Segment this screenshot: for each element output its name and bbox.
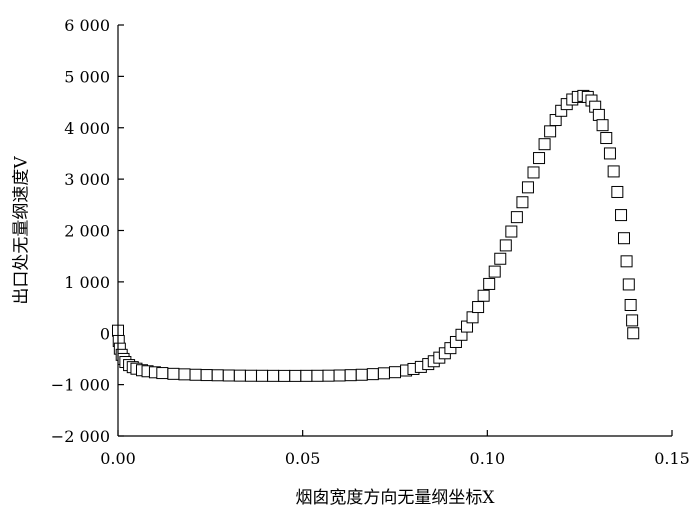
x-tick-label: 0.05 [285,449,321,468]
data-point [333,369,346,382]
data-point [278,369,291,382]
data-point [344,369,357,382]
data-point [607,165,620,178]
data-point [477,289,490,302]
data-point [300,369,313,382]
y-tick-label: 3 000 [64,170,110,189]
data-point [377,367,390,380]
y-tick-label: 5 000 [64,67,110,86]
y-tick-label: 0 [100,324,110,343]
markers-layer [112,89,640,382]
data-point [389,366,401,379]
data-point [521,181,534,194]
data-point [156,367,169,380]
data-point [527,166,540,179]
data-point [611,185,624,198]
x-axis-title: 烟囱宽度方向无量纲坐标X [295,488,495,508]
data-point [510,211,523,224]
data-point [494,252,507,265]
data-point [626,314,639,327]
data-point [624,298,637,311]
y-tick-label: −2 000 [51,427,110,446]
data-point [600,132,613,145]
y-tick-label: 2 000 [64,222,110,241]
data-point [620,255,633,268]
data-point [466,311,479,324]
data-point [289,369,302,382]
y-tick-label: 4 000 [64,119,110,138]
y-tick-label: 6 000 [64,16,110,35]
y-tick-label: −1 000 [51,376,110,395]
data-point [267,369,280,382]
data-point [355,368,368,381]
data-point [222,369,235,382]
data-point [483,277,496,290]
data-point [499,239,512,252]
data-point [617,232,630,245]
data-point [244,369,257,382]
data-point [233,369,246,382]
data-point [200,369,213,382]
data-point [622,278,635,291]
x-tick-label: 0.10 [470,449,506,468]
data-point [488,265,501,278]
data-point [472,301,485,314]
data-point [311,369,324,382]
data-point [178,368,191,381]
x-tick-label: 0.15 [654,449,690,468]
data-point [366,368,379,381]
data-point [596,119,609,132]
data-point [505,225,518,238]
data-point [627,327,640,340]
data-point [256,369,269,382]
data-point [615,209,628,222]
data-point [533,152,546,165]
x-tick-label: 0.00 [100,449,136,468]
data-point [189,368,202,381]
data-point [167,367,180,380]
data-point [211,369,224,382]
data-point [322,369,335,382]
y-tick-label: 1 000 [64,273,110,292]
ticks-layer: −2 000 −1 000 0 1 000 2 000 3 000 4 000 5 000 6 … [51,16,690,468]
data-point [592,108,605,121]
data-point [538,138,551,151]
data-point [603,147,616,160]
y-axis-title: 出口处无量纲速度V [12,156,32,305]
data-point [516,196,529,209]
data-point [544,125,557,138]
